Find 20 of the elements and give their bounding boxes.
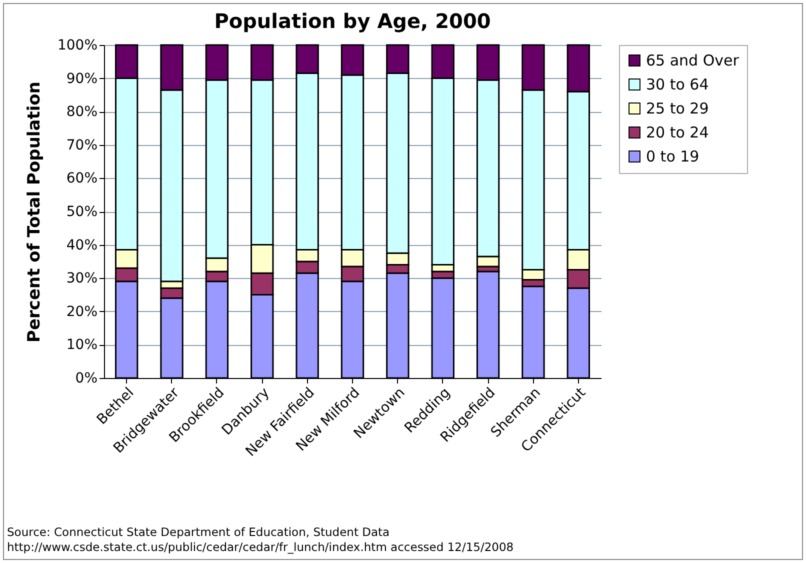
y-tick-label: 10% [66, 337, 98, 354]
y-tick-label: 80% [66, 104, 98, 120]
y-tick-label: 60% [66, 170, 98, 187]
y-tick-label: 100% [57, 38, 98, 54]
chart-title: Population by Age, 2000 [214, 9, 491, 33]
source-note: Source: Connecticut State Department of Education, Student Data [7, 525, 391, 540]
y-tick-label: 50% [66, 204, 98, 220]
legend-label: 30 to 64 [646, 76, 709, 94]
legend-label: 20 to 24 [646, 124, 709, 142]
legend-label: 0 to 19 [646, 148, 700, 166]
y-tick-label: 40% [66, 237, 98, 254]
y-tick-label: 0% [75, 370, 98, 386]
y-axis-title: Percent of Total Population [24, 82, 44, 342]
text: http://www.csde.state.ct.us/public/cedar/cedar/fr_lunch/index.htm accessed 12/15/2008 [7, 540, 514, 555]
legend-label: 25 to 29 [646, 100, 709, 118]
legend-label: 65 and Over [646, 52, 740, 70]
y-tick-label: 30% [66, 270, 98, 287]
y-tick-label: 70% [66, 137, 98, 154]
y-tick-label: 90% [66, 70, 98, 87]
y-tick-label: 20% [66, 304, 98, 320]
